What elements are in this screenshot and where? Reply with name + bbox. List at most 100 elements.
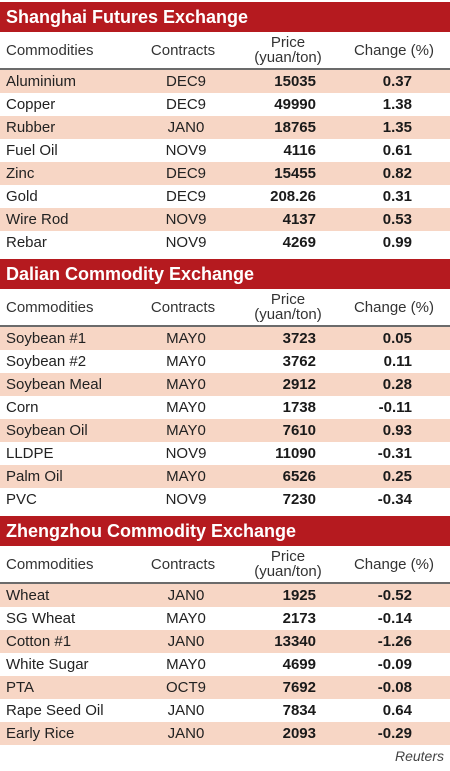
change-value: 0.37 [382, 73, 412, 90]
change-value: -1.26 [377, 633, 412, 650]
source-credit: Reuters [394, 748, 444, 764]
commodity-name: Zinc [6, 165, 35, 182]
section-zhengzhou: Zhengzhou Commodity Exchange Commodities… [0, 516, 450, 745]
price-value: 7834 [282, 702, 316, 719]
change-value: 1.38 [382, 96, 412, 113]
table-row: Soybean #1 MAY0 3723 0.05 [0, 327, 450, 350]
contract-month: MAY0 [166, 422, 206, 439]
header-price-line1: Price [270, 34, 306, 51]
header-price-line1: Price [270, 548, 306, 565]
commodity-name: Rebar [6, 234, 47, 251]
price-value: 208.26 [270, 188, 316, 205]
change-value: -0.34 [377, 491, 412, 508]
column-header-row: Commodities Contracts Price (yuan/ton) C… [0, 546, 450, 582]
header-price-line2: (yuan/ton) [254, 49, 322, 66]
change-value: 0.05 [382, 330, 412, 347]
commodity-name: Rape Seed Oil [6, 702, 104, 719]
price-value: 4116 [283, 142, 316, 159]
contract-month: MAY0 [166, 656, 206, 673]
price-value: 7230 [282, 491, 316, 508]
change-value: 0.93 [382, 422, 412, 439]
commodity-name: Soybean Meal [6, 376, 102, 393]
header-change: Change (%) [353, 41, 435, 59]
table-row: Rebar NOV9 4269 0.99 [0, 231, 450, 254]
commodity-name: Wheat [6, 587, 50, 604]
change-value: 1.35 [382, 119, 412, 136]
contract-month: MAY0 [166, 610, 206, 627]
table-row: Corn MAY0 1738 -0.11 [0, 396, 450, 419]
change-value: 0.25 [382, 468, 412, 485]
contract-month: DEC9 [165, 165, 206, 182]
table-row: Fuel Oil NOV9 4116 0.61 [0, 139, 450, 162]
contract-month: DEC9 [165, 73, 206, 90]
commodity-name: Corn [6, 399, 39, 416]
column-header-row: Commodities Contracts Price (yuan/ton) C… [0, 289, 450, 325]
header-price: Price (yuan/ton) [238, 546, 338, 582]
commodity-name: Fuel Oil [6, 142, 58, 159]
contract-month: MAY0 [166, 353, 206, 370]
change-value: -0.08 [377, 679, 412, 696]
commodity-name: Palm Oil [6, 468, 63, 485]
price-value: 15035 [274, 73, 316, 90]
table-row: Zinc DEC9 15455 0.82 [0, 162, 450, 185]
contract-month: JAN0 [167, 633, 205, 650]
change-value: 0.82 [382, 165, 412, 182]
table-row: Rubber JAN0 18765 1.35 [0, 116, 450, 139]
price-value: 15455 [274, 165, 316, 182]
header-price: Price (yuan/ton) [238, 32, 338, 68]
contract-month: JAN0 [167, 587, 205, 604]
change-value: 0.31 [382, 188, 412, 205]
contract-month: NOV9 [165, 211, 207, 228]
change-value: -0.09 [377, 656, 412, 673]
contract-month: MAY0 [166, 468, 206, 485]
header-price-line1: Price [270, 291, 306, 308]
table-row: Aluminium DEC9 15035 0.37 [0, 70, 450, 93]
header-divider [0, 68, 450, 70]
contract-month: NOV9 [165, 491, 207, 508]
contract-month: NOV9 [165, 142, 207, 159]
price-value: 3762 [282, 353, 316, 370]
commodity-name: Copper [6, 96, 56, 113]
table-row: Soybean Meal MAY0 2912 0.28 [0, 373, 450, 396]
price-value: 4137 [282, 211, 316, 228]
price-value: 4269 [282, 234, 316, 251]
table-row: Rape Seed Oil JAN0 7834 0.64 [0, 699, 450, 722]
header-divider [0, 582, 450, 584]
section-title: Shanghai Futures Exchange [0, 2, 450, 32]
contract-month: MAY0 [166, 399, 206, 416]
commodity-name: Soybean Oil [6, 422, 88, 439]
commodity-name: LLDPE [6, 445, 54, 462]
table-row: Soybean Oil MAY0 7610 0.93 [0, 419, 450, 442]
commodity-name: Gold [6, 188, 38, 205]
header-price-line2: (yuan/ton) [254, 563, 322, 580]
table-row: Gold DEC9 208.26 0.31 [0, 185, 450, 208]
price-value: 7692 [282, 679, 316, 696]
header-divider [0, 325, 450, 327]
price-value: 3723 [282, 330, 316, 347]
change-value: -0.52 [377, 587, 412, 604]
header-price-line2: (yuan/ton) [254, 306, 322, 323]
table-row: Palm Oil MAY0 6526 0.25 [0, 465, 450, 488]
table-row: SG Wheat MAY0 2173 -0.14 [0, 607, 450, 630]
contract-month: MAY0 [166, 376, 206, 393]
table-row: Cotton #1 JAN0 13340 -1.26 [0, 630, 450, 653]
header-contracts: Contracts [150, 555, 216, 573]
table-row: Copper DEC9 49990 1.38 [0, 93, 450, 116]
column-header-row: Commodities Contracts Price (yuan/ton) C… [0, 32, 450, 68]
header-change: Change (%) [353, 298, 435, 316]
price-value: 13340 [274, 633, 316, 650]
commodity-name: Early Rice [6, 725, 75, 742]
commodity-name: PVC [6, 491, 37, 508]
table-row: Wire Rod NOV9 4137 0.53 [0, 208, 450, 231]
change-value: 0.11 [383, 353, 412, 370]
price-value: 2173 [282, 610, 316, 627]
price-value: 2912 [282, 376, 316, 393]
price-value: 49990 [274, 96, 316, 113]
header-contracts: Contracts [150, 41, 216, 59]
price-value: 2093 [282, 725, 316, 742]
header-commodities: Commodities [6, 298, 94, 316]
price-value: 7610 [282, 422, 316, 439]
table-row: Early Rice JAN0 2093 -0.29 [0, 722, 450, 745]
section-dalian: Dalian Commodity Exchange Commodities Co… [0, 259, 450, 511]
